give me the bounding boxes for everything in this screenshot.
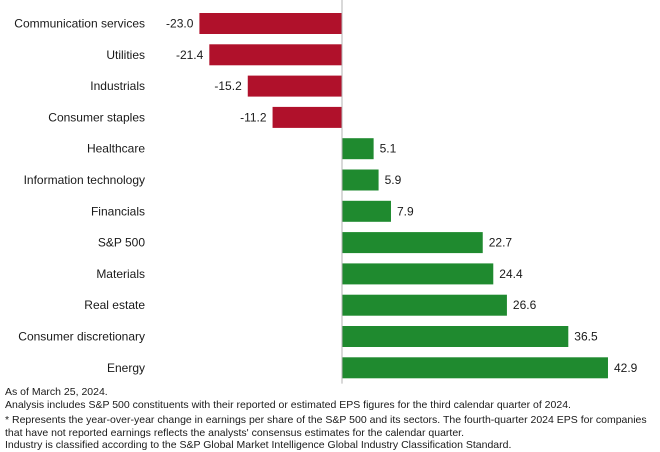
category-label-consumer-staples: Consumer staples (48, 110, 145, 124)
classification-note: Industry is classified according to the … (5, 439, 512, 451)
footnotes: As of March 25, 2024. Analysis includes … (5, 386, 655, 452)
value-label-consumer-staples: -11.2 (240, 110, 267, 124)
value-label-real-estate: 26.6 (513, 298, 537, 312)
bar-materials (342, 263, 494, 285)
bar-communication-services (199, 13, 342, 34)
category-label-utilities: Utilities (106, 48, 145, 62)
value-label-healthcare: 5.1 (380, 142, 397, 156)
value-label-industrials: -15.2 (214, 79, 242, 93)
category-label-sandp-500: S&P 500 (98, 236, 145, 250)
category-label-energy: Energy (107, 361, 145, 375)
sector-eps-bar-chart: Communication services -23.0 Utilities -21.… (14, 0, 638, 384)
category-label-materials: Materials (96, 267, 145, 281)
value-label-materials: 24.4 (499, 267, 523, 281)
category-label-financials: Financials (91, 204, 145, 218)
bar-industrials (247, 75, 342, 97)
value-label-financials: 7.9 (397, 204, 414, 218)
category-label-information-technology: Information technology (24, 173, 145, 187)
value-label-information-technology: 5.9 (385, 173, 402, 187)
as-of-note: As of March 25, 2024. (5, 386, 108, 398)
bar-real-estate (342, 294, 507, 316)
value-label-consumer-discretionary: 36.5 (574, 330, 598, 344)
value-label-energy: 42.9 (614, 361, 638, 375)
category-label-industrials: Industrials (90, 79, 145, 93)
bar-utilities (209, 44, 342, 66)
value-label-sandp-500: 22.7 (489, 236, 513, 250)
bar-financials (342, 200, 391, 222)
analysis-note: Analysis includes S&P 500 constituents w… (5, 398, 571, 411)
labels-group: Communication services -23.0 Utilities -21.… (14, 17, 637, 375)
bar-information-technology (342, 169, 379, 191)
bar-energy (342, 357, 608, 379)
bar-healthcare (342, 138, 374, 160)
bars-group (199, 13, 608, 379)
category-label-consumer-discretionary: Consumer discretionary (18, 330, 145, 344)
bar-consumer-discretionary (342, 326, 569, 347)
category-label-communication-services: Communication services (14, 17, 145, 31)
bar-sandp-500 (342, 232, 483, 254)
bar-consumer-staples (272, 106, 342, 128)
category-label-real-estate: Real estate (84, 298, 145, 312)
value-label-utilities: -21.4 (176, 48, 204, 62)
category-label-healthcare: Healthcare (87, 142, 145, 156)
value-label-communication-services: -23.0 (166, 17, 194, 31)
represents-note: * Represents the year-over-year change i… (5, 414, 647, 439)
